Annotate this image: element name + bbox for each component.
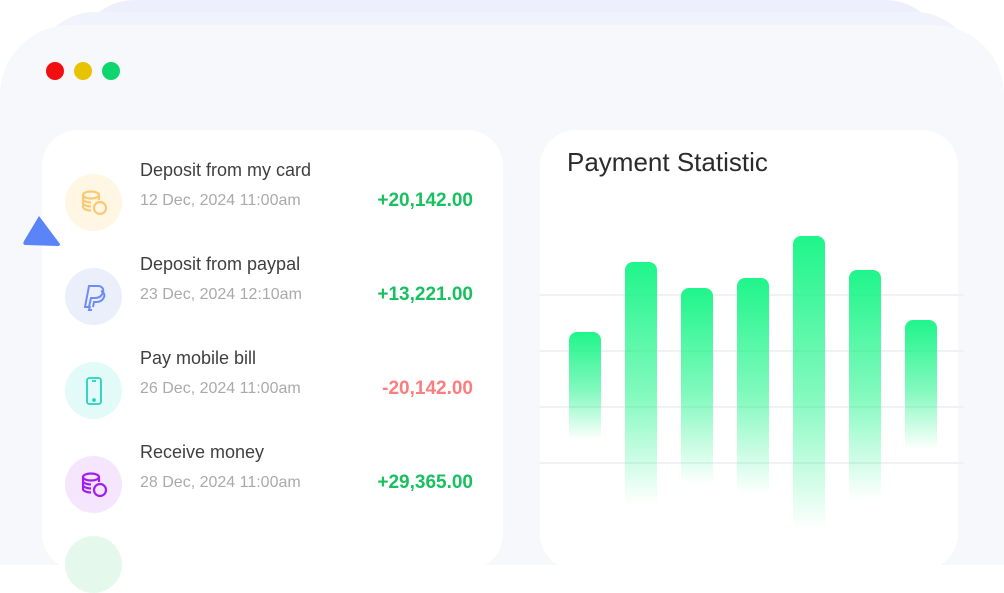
chart-bar bbox=[793, 236, 825, 530]
transaction-date: 23 Dec, 2024 12:10am bbox=[140, 286, 302, 303]
transaction-date: 28 Dec, 2024 11:00am bbox=[140, 474, 301, 491]
paypal-icon bbox=[65, 268, 122, 325]
transaction-title: Deposit from my card bbox=[140, 160, 312, 180]
transaction-date: 26 Dec, 2024 11:00am bbox=[140, 380, 301, 397]
pointer-cursor-icon bbox=[23, 216, 60, 246]
transaction-row[interactable]: Deposit from my card 12 Dec, 2024 11:00a… bbox=[42, 160, 503, 268]
chart-bar bbox=[737, 278, 769, 495]
coins-icon bbox=[65, 174, 122, 231]
transaction-icon bbox=[65, 536, 122, 593]
chart-bar bbox=[905, 320, 937, 450]
transaction-title: Receive money bbox=[140, 442, 265, 462]
transaction-row[interactable]: Pay mobile bill 26 Dec, 2024 11:00am -20… bbox=[42, 348, 503, 456]
transactions-card: Deposit from my card 12 Dec, 2024 11:00a… bbox=[42, 130, 503, 593]
transaction-title: Deposit from paypal bbox=[140, 254, 301, 274]
chart-bar bbox=[625, 262, 657, 505]
chart-bar bbox=[849, 270, 881, 500]
close-button[interactable] bbox=[46, 62, 64, 80]
transaction-row[interactable]: Receive money 28 Dec, 2024 11:00am +29,3… bbox=[42, 442, 503, 550]
mobile-phone-icon bbox=[65, 362, 122, 419]
coins-icon bbox=[65, 456, 122, 513]
chart-bar bbox=[681, 288, 713, 485]
transaction-amount: +29,365.00 bbox=[377, 472, 473, 493]
chart-bar bbox=[569, 332, 601, 440]
maximize-button[interactable] bbox=[102, 62, 120, 80]
transaction-amount: +13,221.00 bbox=[377, 284, 473, 305]
transaction-row[interactable]: Deposit from paypal 23 Dec, 2024 12:10am… bbox=[42, 254, 503, 362]
chart-title: Payment Statistic bbox=[567, 147, 768, 177]
transaction-date: 12 Dec, 2024 11:00am bbox=[140, 192, 301, 209]
minimize-button[interactable] bbox=[74, 62, 92, 80]
transaction-amount: +20,142.00 bbox=[377, 190, 473, 211]
transaction-title: Pay mobile bill bbox=[140, 348, 257, 368]
transaction-amount: -20,142.00 bbox=[382, 378, 473, 399]
